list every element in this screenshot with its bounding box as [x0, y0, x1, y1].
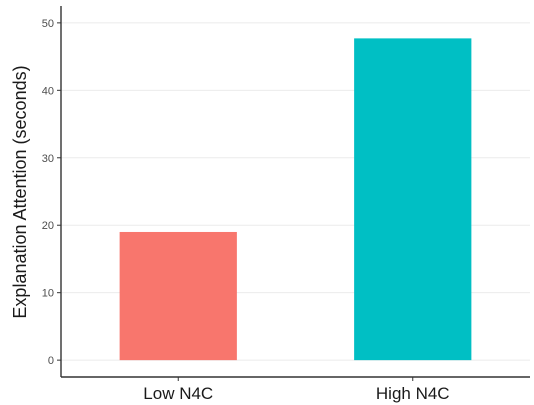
- y-tick-label: 20: [42, 220, 54, 232]
- y-tick-label: 50: [42, 18, 54, 30]
- y-axis-title: Explanation Attention (seconds): [10, 65, 30, 318]
- y-tick-label: 0: [48, 355, 54, 367]
- axes: [60, 6, 530, 378]
- y-ticks: 0 10 20 30 40 50: [42, 18, 61, 367]
- y-tick-label: 30: [42, 153, 54, 165]
- x-tick-label: High N4C: [376, 384, 450, 403]
- x-ticks: Low N4C High N4C: [143, 377, 450, 403]
- x-tick-label: Low N4C: [143, 384, 213, 403]
- bars: [119, 38, 472, 361]
- y-tick-label: 10: [42, 288, 54, 300]
- bar-low-n4c: [119, 231, 237, 361]
- y-tick-label: 40: [42, 85, 54, 97]
- bar-high-n4c: [354, 38, 472, 361]
